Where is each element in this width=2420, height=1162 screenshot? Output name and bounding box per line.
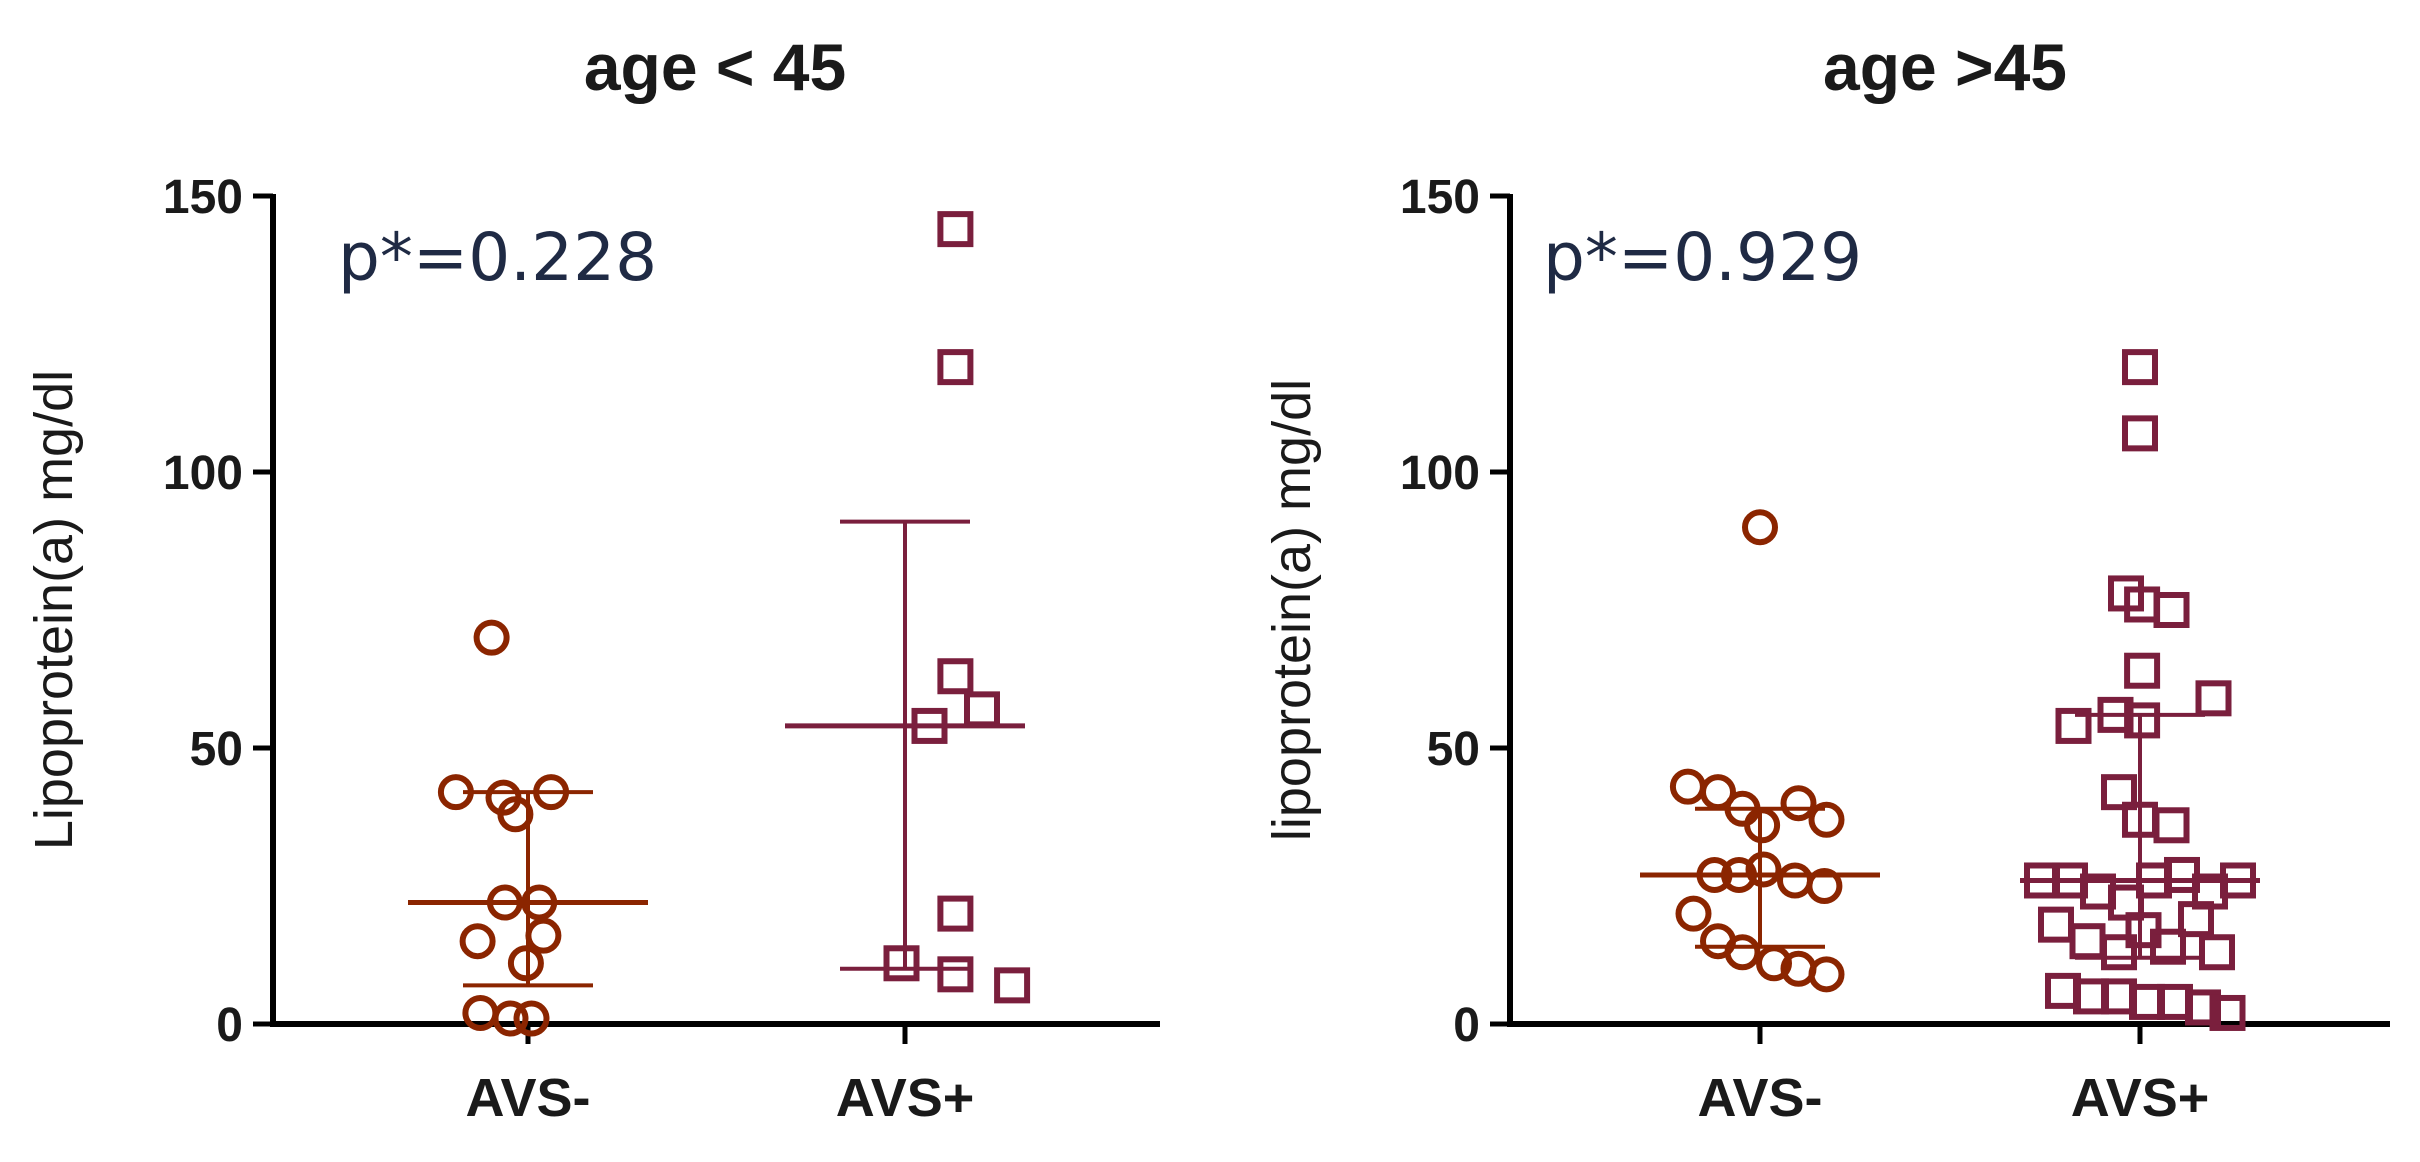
series-AVS- <box>408 619 648 1037</box>
series-AVS+ <box>2020 349 2260 1031</box>
y-tick-label: 150 <box>1400 171 1480 224</box>
y-tick-label: 150 <box>163 171 243 224</box>
data-point-square <box>2101 934 2137 971</box>
data-point-circle <box>525 917 562 954</box>
data-point-circle <box>1724 934 1761 971</box>
chart-title: age >45 <box>1823 30 2067 104</box>
data-point-circle <box>492 1000 529 1037</box>
data-point-square <box>937 349 974 386</box>
data-point-circle <box>1745 851 1782 888</box>
data-point-circle <box>473 619 510 656</box>
x-tick-label: AVS- <box>465 1068 590 1128</box>
data-point-square <box>2101 774 2137 811</box>
y-tick-label: 100 <box>163 447 243 500</box>
chart-title: age < 45 <box>584 30 846 104</box>
p-value-annotation: p*=0.228 <box>338 219 657 296</box>
y-tick-label: 50 <box>1427 723 1480 776</box>
y-tick-label: 0 <box>216 999 243 1052</box>
data-point-square <box>2124 652 2161 689</box>
data-point-square <box>2178 901 2214 938</box>
x-tick-label: AVS+ <box>836 1068 975 1128</box>
data-point-square <box>937 658 974 695</box>
data-point-circle <box>497 796 534 833</box>
data-point-square <box>2069 923 2106 960</box>
data-point-circle <box>459 923 496 960</box>
x-tick-label: AVS- <box>1697 1068 1822 1128</box>
chart-panel-2: age >45 lipoprotein(a) mg/dl 0 50 100 150 AVS-… <box>1262 30 2390 1128</box>
data-point-square <box>2153 592 2190 628</box>
data-point-circle <box>513 1000 550 1037</box>
series-AVS- <box>1640 509 1880 993</box>
data-point-square <box>2097 696 2134 733</box>
data-point-square <box>964 691 1000 728</box>
data-point-square <box>2209 994 2246 1031</box>
data-point-circle <box>1756 945 1792 982</box>
chart-panel-1: age < 45 Lipoprotein(a) mg/dl 0 50 100 150 AVS… <box>24 30 1160 1128</box>
data-point-circle <box>533 774 570 811</box>
data-point-circle <box>1808 956 1845 993</box>
data-point-square <box>937 895 974 932</box>
data-point-circle <box>1806 868 1843 904</box>
data-point-circle <box>1777 862 1813 899</box>
data-point-square <box>2038 906 2074 943</box>
data-point-square <box>2153 807 2190 844</box>
y-tick-label: 50 <box>190 723 243 776</box>
y-axis-label: lipoprotein(a) mg/dl <box>1262 379 1322 841</box>
data-point-circle <box>1808 801 1845 838</box>
data-point-square <box>2150 928 2186 965</box>
data-point-square <box>2185 989 2221 1026</box>
data-point-circle <box>437 774 474 811</box>
y-axis-label: Lipoprotein(a) mg/dl <box>24 370 84 850</box>
data-point-square <box>937 211 974 248</box>
data-point-circle <box>1675 895 1712 932</box>
data-point-square <box>2122 415 2158 452</box>
data-point-circle <box>1742 509 1778 546</box>
data-point-circle <box>1700 774 1736 811</box>
data-point-circle <box>1744 807 1781 844</box>
data-point-square <box>2122 349 2158 386</box>
data-point-square <box>2055 707 2092 744</box>
data-point-circle <box>1669 768 1706 805</box>
data-point-circle <box>507 945 544 982</box>
data-point-circle <box>1780 785 1817 822</box>
y-tick-label: 100 <box>1400 447 1480 500</box>
data-point-square <box>2124 702 2161 739</box>
data-point-square <box>994 967 1031 1004</box>
data-point-square <box>883 945 920 982</box>
x-tick-label: AVS+ <box>2071 1068 2210 1128</box>
data-point-square <box>2195 680 2232 717</box>
y-tick-label: 0 <box>1453 999 1480 1052</box>
data-point-square <box>2199 934 2235 971</box>
series-AVS+ <box>785 211 1031 1004</box>
data-point-square <box>937 956 974 993</box>
p-value-annotation: p*=0.929 <box>1543 219 1862 296</box>
